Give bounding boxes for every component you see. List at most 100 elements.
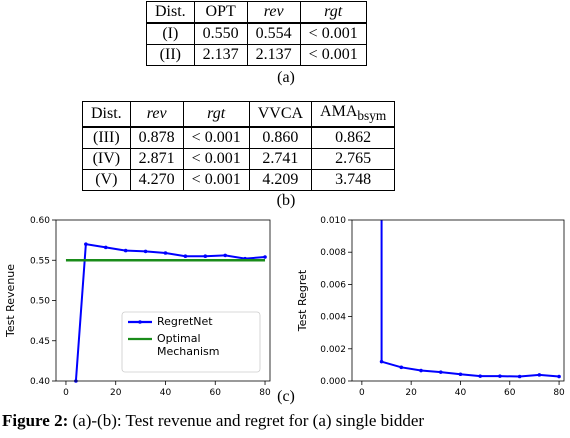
table-header-cell: VVCA [248, 101, 313, 129]
x-tick-label: 0 [359, 388, 365, 398]
x-tick-label: 20 [405, 388, 417, 398]
series-line [380, 220, 560, 378]
y-tick-label: 0.55 [30, 256, 50, 266]
table-header-cell: rev [129, 101, 184, 129]
table-header-row: Dist. rev rgt VVCA AMAbsym [82, 101, 396, 129]
x-axis-label: Epochs [143, 399, 183, 400]
y-tick-label: 0.010 [320, 216, 346, 226]
data-point [203, 254, 208, 259]
plot-frame [351, 219, 565, 382]
legend-marker [138, 320, 142, 324]
legend-box [121, 311, 261, 373]
table-row: (IV) 2.871 < 0.001 2.741 2.765 [82, 148, 396, 171]
subfigure-caption-a: (a) [277, 69, 295, 86]
table-cell: 0.860 [248, 126, 313, 150]
table-row: (V) 4.270 < 0.001 4.209 3.748 [82, 169, 396, 192]
x-tick-label: 40 [455, 388, 467, 398]
y-tick-label: 0.000 [320, 377, 346, 387]
table-header-cell: OPT [193, 1, 248, 24]
data-point [183, 254, 188, 259]
revenue-chart: 0 20 40 60 80 0.40 0.45 0.50 0.55 0.60 Epochs Test … [4, 216, 271, 400]
y-tick-label: 0.002 [320, 345, 346, 355]
table-header-cell: rgt [299, 1, 367, 24]
y-axis-label: Test Regret [296, 269, 309, 332]
data-point [399, 365, 404, 370]
y-tick-label: 0.45 [30, 337, 50, 347]
y-tick-label: 0.60 [30, 216, 50, 226]
table-b: Dist. rev rgt VVCA AMAbsym (III) 0.878 <… [82, 101, 396, 192]
x-tick-label: 0 [63, 388, 69, 398]
data-point [379, 359, 384, 364]
figure-label: Figure 2: [2, 411, 69, 430]
table-row: (I) 0.550 0.554 < 0.001 [146, 22, 367, 45]
data-point [163, 251, 168, 255]
figure-caption-text: (a)-(b): Test revenue and regret for (a)… [68, 411, 425, 430]
y-tick-label: 0.50 [30, 297, 50, 307]
table-cell: (IV) [82, 148, 131, 171]
x-tick-label: 20 [110, 388, 122, 398]
subfigure-caption-c: (c) [277, 388, 295, 405]
table-header-row: Dist. OPT rev rgt [146, 1, 367, 24]
table-header-cell: rev [246, 1, 301, 24]
legend-label: Optimal [157, 332, 201, 345]
plot-frame [55, 219, 271, 382]
y-axis-label: Test Revenue [4, 264, 17, 338]
data-point [557, 374, 561, 379]
table-cell: 4.270 [129, 169, 184, 192]
ama-label: AMA [320, 103, 358, 120]
y-tick-label: 0.006 [320, 280, 346, 290]
table-cell: 2.871 [129, 148, 184, 171]
table-cell: 0.878 [129, 126, 184, 150]
x-tick-label: 80 [553, 388, 565, 398]
data-point [123, 248, 128, 253]
subfigure-caption-b: (b) [276, 192, 296, 209]
table-a: Dist. OPT rev rgt (I) 0.550 0.554 < 0.00… [146, 1, 367, 66]
table-row: (II) 2.137 2.137 < 0.001 [146, 44, 367, 66]
x-axis-label: Epochs [438, 399, 478, 400]
data-point [537, 373, 542, 377]
table-cell: 4.209 [248, 169, 313, 192]
table-cell: 0.862 [311, 126, 396, 150]
table-cell: 2.137 [246, 44, 301, 66]
data-point [458, 372, 463, 377]
data-point [517, 374, 522, 379]
data-point [84, 242, 88, 246]
y-tick-label: 0.004 [320, 313, 346, 323]
table-cell: (I) [146, 22, 195, 45]
table-cell: 0.550 [193, 22, 248, 45]
table-header-cell: rgt [182, 101, 250, 129]
table-cell: 2.765 [311, 148, 396, 171]
table-row: (III) 0.878 < 0.001 0.860 0.862 [82, 126, 396, 150]
x-tick-label: 60 [504, 388, 516, 398]
table-cell: 3.748 [311, 169, 396, 192]
data-point [143, 249, 148, 254]
data-point [223, 253, 228, 258]
data-point [103, 245, 108, 250]
legend-label: RegretNet [157, 315, 213, 328]
data-point [498, 374, 502, 378]
data-point [478, 374, 482, 378]
data-point [419, 368, 423, 373]
table-cell: 2.137 [193, 44, 248, 66]
table-cell: < 0.001 [182, 148, 250, 171]
table-cell: (V) [82, 169, 131, 192]
x-tick-label: 60 [210, 388, 222, 398]
x-tick-label: 40 [160, 388, 172, 398]
table-header-cell: AMAbsym [311, 101, 396, 129]
table-cell: 2.741 [248, 148, 313, 171]
y-tick-label: 0.40 [30, 377, 50, 387]
data-point [438, 370, 443, 374]
y-tick-label: 0.008 [320, 248, 346, 258]
table-header-cell: Dist. [146, 1, 195, 24]
bsym-subscript: bsym [357, 108, 387, 124]
table-cell: < 0.001 [182, 126, 250, 150]
table-cell: (II) [146, 44, 195, 66]
table-cell: 0.554 [246, 22, 301, 45]
figure-caption: Figure 2: (a)-(b): Test revenue and regr… [2, 410, 568, 432]
table-cell: < 0.001 [299, 44, 367, 66]
regret-chart: 0 20 40 60 80 0.000 0.002 0.004 0.006 0.008 0.010 E… [296, 216, 565, 400]
data-point [263, 255, 267, 259]
table-header-cell: Dist. [82, 101, 131, 129]
x-tick-label: 80 [259, 388, 271, 398]
legend-label: Mechanism [157, 345, 220, 358]
